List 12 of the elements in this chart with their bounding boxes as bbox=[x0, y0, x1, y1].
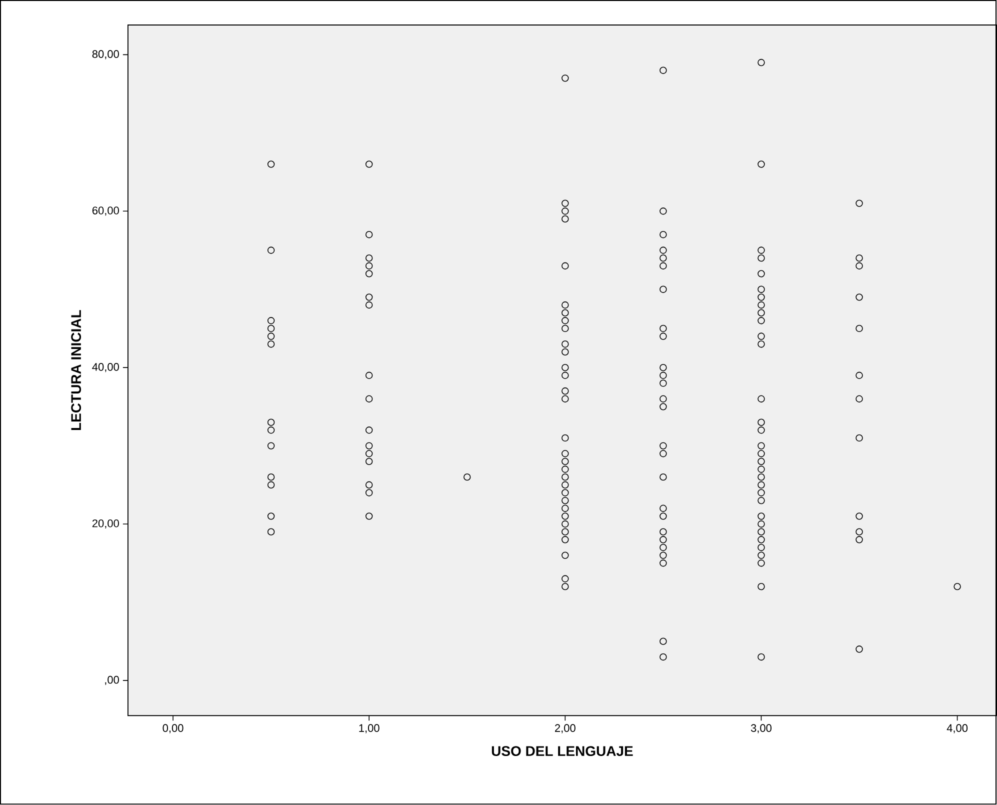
x-tick-label: 4,00 bbox=[946, 724, 968, 734]
y-tick-label: 20,00 bbox=[92, 520, 119, 529]
x-tick-label: 2,00 bbox=[555, 724, 576, 734]
y-tick-label: 60,00 bbox=[92, 206, 119, 216]
y-axis-title: LECTURA INICIAL bbox=[71, 310, 82, 430]
y-tick-label: ,00 bbox=[105, 676, 119, 686]
x-tick-label: 3,00 bbox=[750, 724, 772, 734]
x-tick-label: 0,00 bbox=[162, 724, 184, 734]
x-tick-label: 1,00 bbox=[359, 724, 380, 734]
y-tick-label: 80,00 bbox=[92, 50, 119, 60]
y-tick-label: 40,00 bbox=[92, 363, 119, 372]
x-axis-title: USO DEL LENGUAJE bbox=[492, 746, 633, 756]
